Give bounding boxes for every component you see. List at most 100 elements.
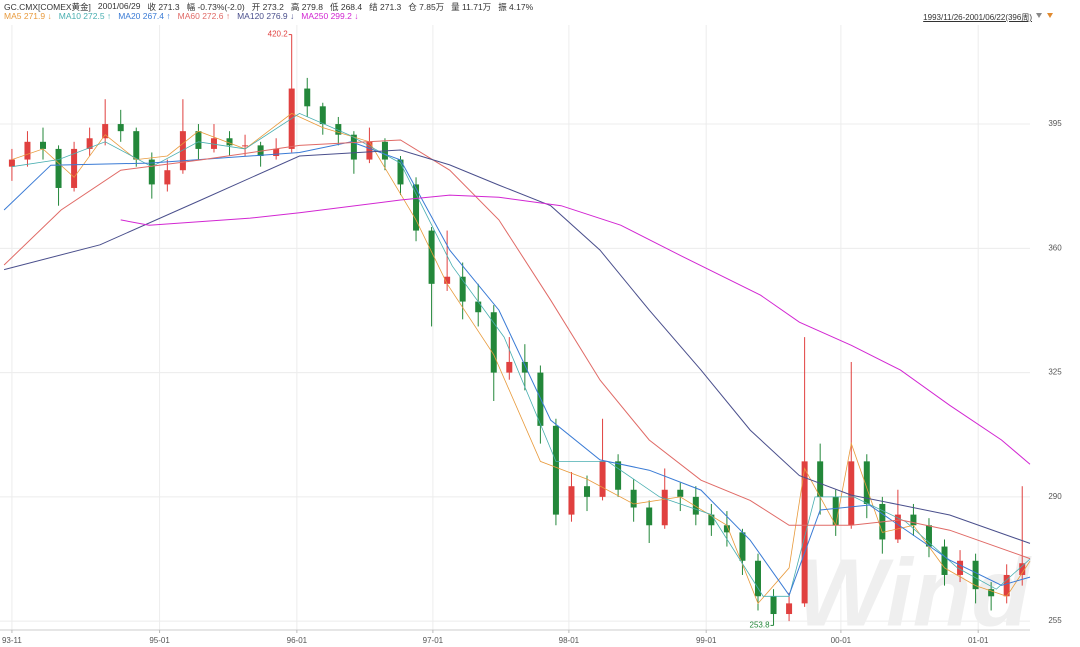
ma-line: [3, 149, 1031, 544]
candle-body: [863, 461, 870, 504]
candle-body: [801, 461, 808, 604]
x-tick-label: 99-01: [696, 636, 717, 645]
candle-body: [708, 514, 715, 526]
settings-icon[interactable]: [1047, 13, 1053, 18]
candle-body: [817, 461, 824, 497]
candle-body: [210, 138, 217, 149]
legend: MA5 271.9 ↓ MA10 272.5 ↑ MA20 267.4 ↑ MA60 …: [4, 11, 358, 21]
candle-body: [786, 603, 793, 615]
candle-body: [941, 546, 948, 575]
candle-body: [55, 148, 62, 188]
candle-body: [86, 138, 93, 149]
info-field: 振 4.17%: [498, 2, 534, 12]
info-field: 结 271.3: [369, 2, 402, 12]
info-field: 2001/06/29: [97, 1, 141, 11]
candle-body: [521, 361, 528, 373]
x-tick-label: 98-01: [559, 636, 580, 645]
candle-body: [319, 106, 326, 125]
info-field: 高 279.8: [290, 2, 323, 12]
low-label: 253.8: [750, 620, 771, 629]
grid: [0, 25, 1030, 630]
dropdown-icon[interactable]: [1036, 13, 1042, 18]
legend-entry: MA5 271.9 ↓: [4, 11, 52, 21]
candle-body: [615, 461, 622, 490]
y-tick-label: 255: [1048, 616, 1062, 625]
y-tick-label: 360: [1048, 243, 1062, 252]
candle-body: [71, 148, 78, 188]
ma-line: [11, 112, 1031, 605]
candle-body: [428, 230, 435, 284]
candle-body: [754, 560, 761, 597]
candle-body: [1019, 563, 1026, 575]
candle-body: [304, 88, 311, 107]
x-tick-label: 95-01: [149, 636, 170, 645]
candle-body: [226, 138, 233, 146]
candle-body: [490, 312, 497, 373]
candle-body: [972, 560, 979, 590]
header: GC.CMX[COMEX黄金] 2001/06/29 收 271.3 幅 -0.73…: [4, 1, 533, 13]
x-tick-label: 96-01: [287, 636, 308, 645]
candle-body: [957, 560, 964, 575]
legend-entry: MA20 267.4 ↑: [118, 11, 171, 21]
candle-body: [1003, 574, 1010, 597]
candle-body: [770, 596, 777, 615]
ma-line: [120, 194, 1031, 465]
range-selector[interactable]: 1993/11/26-2001/06/22(396周): [923, 13, 1032, 22]
candle-body: [273, 148, 280, 157]
candle-body: [848, 461, 855, 526]
y-tick-label: 290: [1048, 492, 1062, 501]
candle-body: [24, 141, 31, 160]
legend-entry: MA60 272.6 ↑: [177, 11, 231, 21]
info-field: 低 268.4: [329, 2, 363, 12]
x-tick-label: 93-11: [2, 636, 22, 645]
candle-body: [552, 425, 559, 515]
candle-body: [661, 489, 668, 526]
info-field: 幅 -0.73%(-2.0): [186, 2, 245, 12]
candle-body: [335, 124, 342, 135]
y-tick-label: 325: [1048, 368, 1062, 377]
info-field: 收 271.3: [147, 2, 180, 12]
candle-body: [910, 514, 917, 526]
candle-body: [832, 496, 839, 526]
candle-body: [40, 141, 47, 149]
candle-body: [117, 124, 124, 132]
candle-body: [242, 145, 249, 147]
candle-body: [723, 525, 730, 533]
candle-body: [925, 525, 932, 547]
candle-body: [692, 496, 699, 515]
candle-body: [195, 131, 202, 149]
candle-body: [988, 589, 995, 597]
x-tick-label: 97-01: [423, 636, 444, 645]
candle-body: [179, 131, 186, 171]
symbol: GC.CMX[COMEX黄金]: [4, 2, 91, 12]
candle-body: [475, 301, 482, 313]
candle-body: [677, 489, 684, 497]
high-label: 420.2: [268, 30, 289, 39]
x-tick-label: 00-01: [831, 636, 852, 645]
candle-body: [148, 159, 155, 185]
legend-entry: MA250 299.2 ↓: [301, 11, 359, 21]
candle-body: [164, 170, 171, 185]
info-field: 量 11.71万: [451, 2, 492, 12]
info-field: 仓 7.85万: [408, 2, 445, 12]
candle-body: [133, 131, 140, 160]
candle-body: [506, 361, 513, 373]
candle-body: [444, 276, 451, 284]
candle-body: [599, 461, 606, 497]
candle-body: [568, 486, 575, 515]
candle-body: [413, 184, 420, 231]
y-tick-label: 395: [1048, 119, 1062, 128]
candle-body: [459, 276, 466, 302]
candle-body: [584, 486, 591, 497]
candle-body: [8, 159, 15, 167]
candle-body: [739, 532, 746, 561]
legend-entry: MA120 276.9 ↓: [237, 11, 295, 21]
x-tick-label: 01-01: [968, 636, 989, 645]
candle-body: [366, 141, 373, 160]
legend-entry: MA10 272.5 ↑: [58, 11, 112, 21]
candle-body: [646, 507, 653, 526]
candle-body: [894, 514, 901, 540]
ma-line: [3, 141, 1031, 597]
